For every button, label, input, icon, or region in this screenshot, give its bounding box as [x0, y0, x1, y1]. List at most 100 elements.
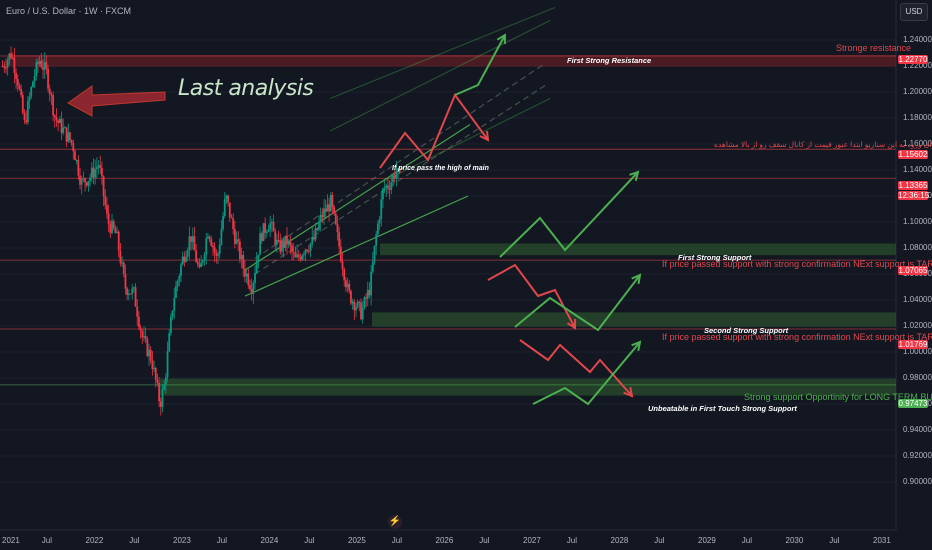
symbol-title: Euro / U.S. Dollar · 1W · FXCM [6, 6, 132, 16]
candle-body [30, 87, 33, 97]
channel-mid-2 [254, 84, 546, 275]
candle-body [3, 66, 6, 68]
time-tick-label: 2024 [260, 536, 279, 545]
candle-body [245, 273, 248, 277]
price-tick-label: 1.08000 [903, 243, 932, 252]
time-tick-label: Jul [216, 536, 227, 545]
candle-body [326, 204, 329, 212]
candle-body [304, 249, 307, 255]
candle-body [112, 220, 115, 229]
price-tag-mid-resistance: 1.15602 [898, 150, 928, 159]
candle-body [205, 238, 208, 255]
candle-body [299, 256, 302, 260]
candle-body [79, 175, 81, 185]
candle-body [351, 301, 354, 304]
candle-body [138, 316, 140, 328]
candle-body [286, 235, 288, 245]
candle-body [42, 67, 44, 70]
candle-body [240, 254, 243, 260]
candle-body [47, 68, 49, 89]
candle-body [382, 188, 384, 200]
candle-body [324, 208, 327, 212]
scenario-red-1 [487, 263, 576, 329]
time-tick-label: Jul [829, 536, 840, 545]
time-tick-label: 2023 [173, 536, 191, 545]
candle-body [57, 120, 60, 123]
candle-body [55, 117, 58, 121]
time-tick-label: 2031 [873, 536, 891, 545]
candle-body [159, 401, 162, 407]
candle-body [274, 231, 277, 245]
price-tick-label: 1.18000 [903, 113, 932, 122]
candle-body [338, 232, 341, 247]
price-tick-label: 0.92000 [903, 451, 932, 460]
candle-body [223, 199, 226, 217]
candle-body [65, 127, 68, 142]
candle-body [294, 252, 297, 258]
candle-body [126, 288, 129, 295]
candle-body [238, 241, 241, 260]
candle-body [252, 282, 255, 294]
candle-body [21, 95, 24, 113]
support-zone-2 [372, 312, 896, 327]
scenario-red-head [479, 130, 490, 142]
price-tick-label: 1.02000 [903, 321, 932, 330]
candle-body [277, 239, 280, 241]
candle-body [217, 254, 219, 256]
candle-body [37, 62, 39, 65]
candle-body [289, 241, 292, 246]
candle-body [67, 132, 70, 142]
candle-body [89, 177, 92, 181]
candle-body [257, 254, 260, 261]
candle-body [10, 53, 12, 58]
candle-body [380, 199, 383, 220]
price-tick-label: 1.00000 [903, 347, 932, 356]
candle-body [360, 302, 362, 320]
candle-body [297, 254, 300, 257]
candle-body [365, 297, 367, 299]
candle-body [116, 231, 118, 234]
candle-body [176, 281, 179, 287]
currency-button[interactable]: USD [900, 3, 928, 21]
candle-body [188, 236, 191, 251]
first-strong-support-label: First Strong Support [678, 253, 752, 262]
candle-body [141, 330, 144, 338]
time-tick-label: Jul [654, 536, 665, 545]
candle-body [269, 223, 272, 230]
candle-body [129, 293, 132, 295]
candle-body [94, 169, 97, 178]
candle-body [388, 188, 391, 190]
candle-body [344, 280, 347, 288]
candle-body [52, 95, 55, 116]
candle-body [343, 269, 346, 281]
candle-body [220, 229, 223, 245]
candle-body [319, 214, 322, 223]
candle-body [314, 228, 317, 240]
candle-body [212, 245, 214, 248]
candle-body [355, 307, 357, 311]
scenario-green-1 [499, 171, 639, 258]
candle-body [282, 240, 285, 248]
lightning-icon[interactable]: ⚡ [388, 515, 402, 529]
candle-body [323, 208, 325, 218]
candle-body [311, 236, 314, 244]
candle-body [207, 236, 209, 239]
candle-body [101, 168, 103, 177]
scenario-green-3 [532, 341, 641, 406]
time-tick-label: Jul [479, 536, 490, 545]
candle-body [262, 223, 265, 242]
candle-body [97, 165, 100, 168]
candle-body [237, 239, 240, 242]
time-tick-label: 2027 [523, 536, 541, 545]
candle-body [368, 289, 371, 296]
candle-body [8, 53, 11, 60]
candle-body [348, 283, 351, 291]
scenario-red-2 [519, 339, 633, 397]
candle-body [164, 377, 167, 385]
price-tick-label: 1.22000 [903, 61, 932, 70]
candle-body [132, 287, 135, 289]
candle-body [195, 250, 198, 262]
candle-body [58, 118, 61, 123]
candle-body [121, 262, 123, 264]
